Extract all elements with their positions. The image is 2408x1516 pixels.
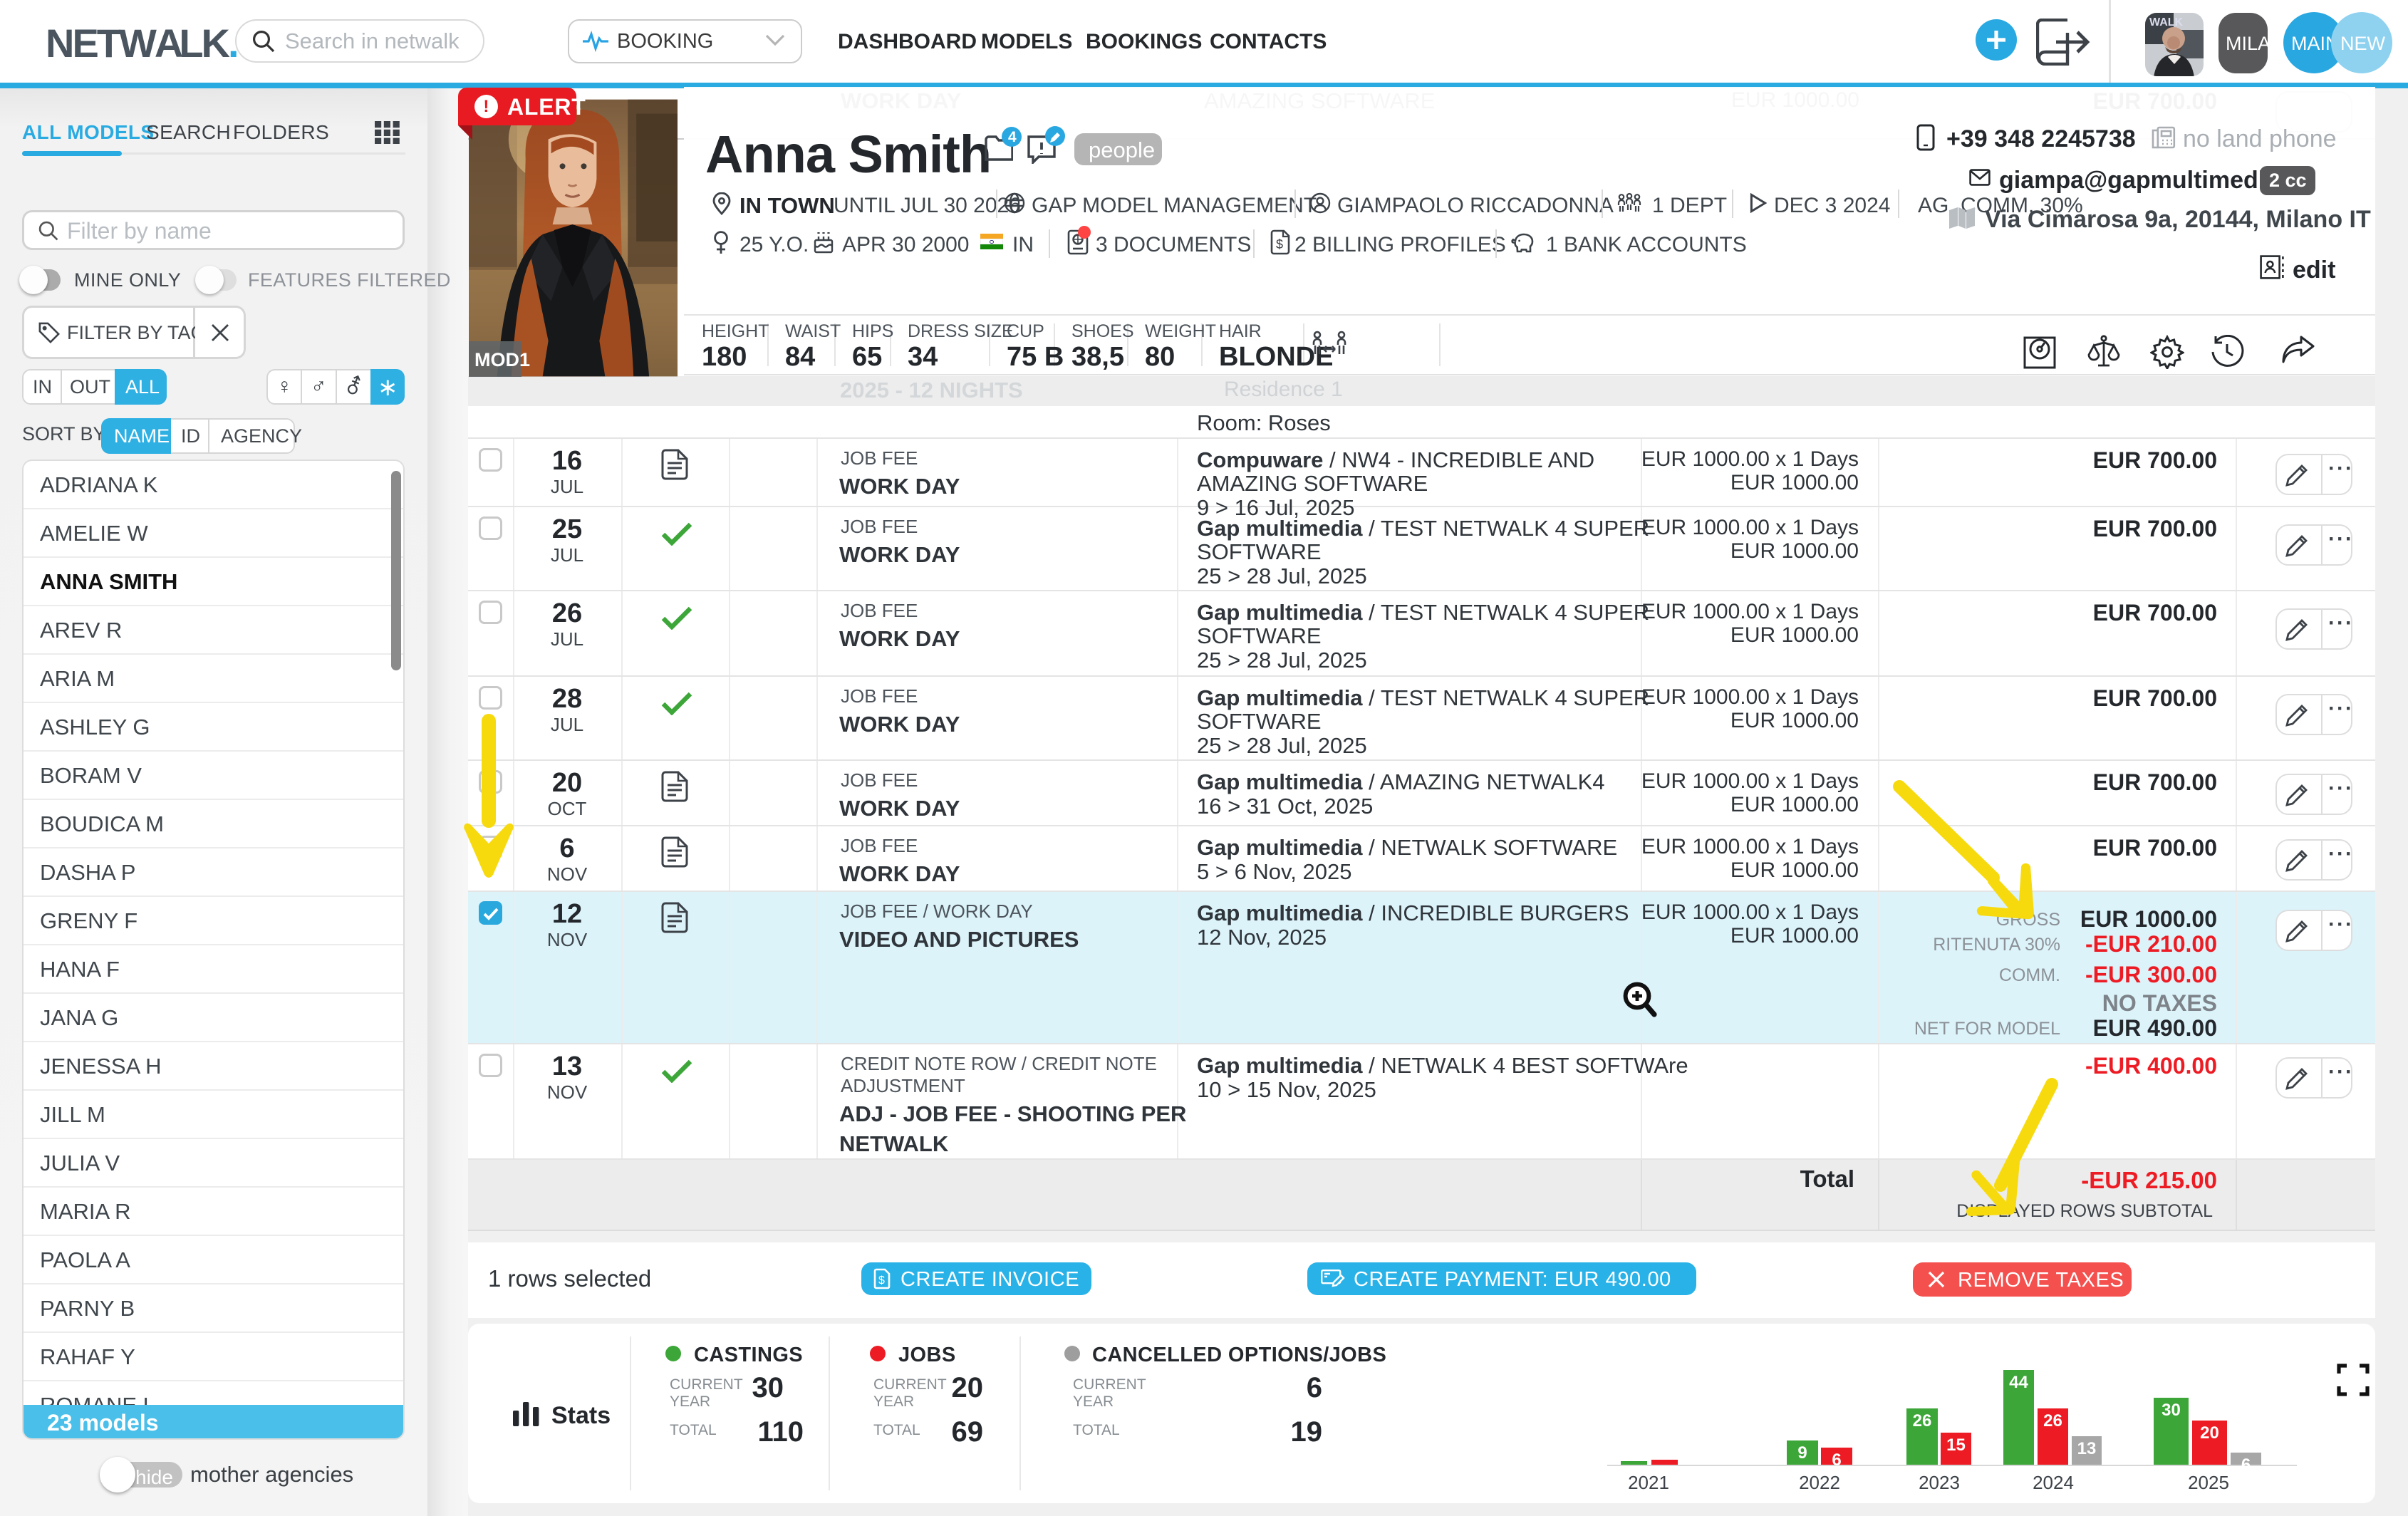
svg-text:$: $ — [878, 1274, 885, 1287]
svg-text:$: $ — [1276, 237, 1283, 251]
svg-text:WALK: WALK — [2149, 16, 2184, 28]
